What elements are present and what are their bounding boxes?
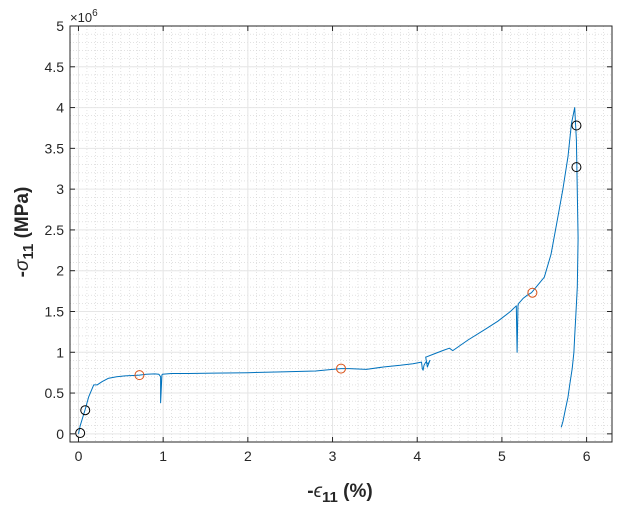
data-point-marker: [80, 405, 91, 416]
x-label-prefix: -: [307, 481, 313, 502]
y-tick-label: 1.5: [45, 303, 65, 319]
y-axis-tick-labels: 0 0.5 1 1.5 2 2.5 3 3.5 4 4.5 5: [45, 18, 65, 442]
plot-area-frame: [69, 25, 613, 443]
y-tick-label: 0.5: [45, 385, 65, 401]
x-label-suffix: (%): [338, 481, 373, 502]
y-tick-label: 5: [56, 18, 64, 34]
data-point-marker: [134, 370, 145, 381]
y-tick-label: 2: [56, 263, 64, 279]
axis-ticks: [70, 25, 612, 442]
y-tick-label: 0: [56, 426, 64, 442]
y-label-subscript: 11: [20, 244, 37, 260]
x-tick-label: 4: [413, 448, 421, 464]
data-point-marker: [527, 287, 538, 298]
y-multiplier-base: ×10: [70, 10, 92, 25]
marker-layer: [75, 120, 582, 439]
data-point-marker: [75, 428, 86, 439]
data-point-marker: [571, 162, 582, 173]
y-label-prefix: -: [12, 271, 33, 277]
y-axis-multiplier: ×106: [70, 8, 98, 25]
x-tick-label: 3: [329, 448, 337, 464]
x-tick-label: 1: [159, 448, 167, 464]
grid: [70, 25, 613, 442]
y-axis-label: -σ11 (MPa): [12, 187, 37, 278]
y-label-suffix: (MPa): [12, 187, 33, 244]
y-tick-label: 1: [56, 344, 64, 360]
y-label-symbol: σ: [12, 258, 33, 271]
x-tick-label: 5: [498, 448, 506, 464]
y-tick-label: 4: [56, 100, 64, 116]
y-tick-label: 2.5: [45, 222, 65, 238]
x-tick-label: 2: [244, 448, 252, 464]
data-point-marker: [336, 363, 346, 374]
x-label-subscript: 11: [322, 489, 338, 506]
y-tick-label: 3: [56, 181, 64, 197]
x-axis-tick-labels: 0 1 2 3 4 5 6: [75, 448, 591, 464]
x-label-symbol: ϵ: [314, 481, 323, 502]
data-point-marker: [571, 120, 582, 131]
x-tick-label: 6: [583, 448, 591, 464]
y-tick-label: 3.5: [45, 140, 65, 156]
y-tick-label: 4.5: [45, 59, 65, 75]
x-axis-label: -ϵ11 (%): [307, 481, 372, 506]
x-tick-label: 0: [75, 448, 83, 464]
y-multiplier-exponent: 6: [92, 8, 98, 19]
